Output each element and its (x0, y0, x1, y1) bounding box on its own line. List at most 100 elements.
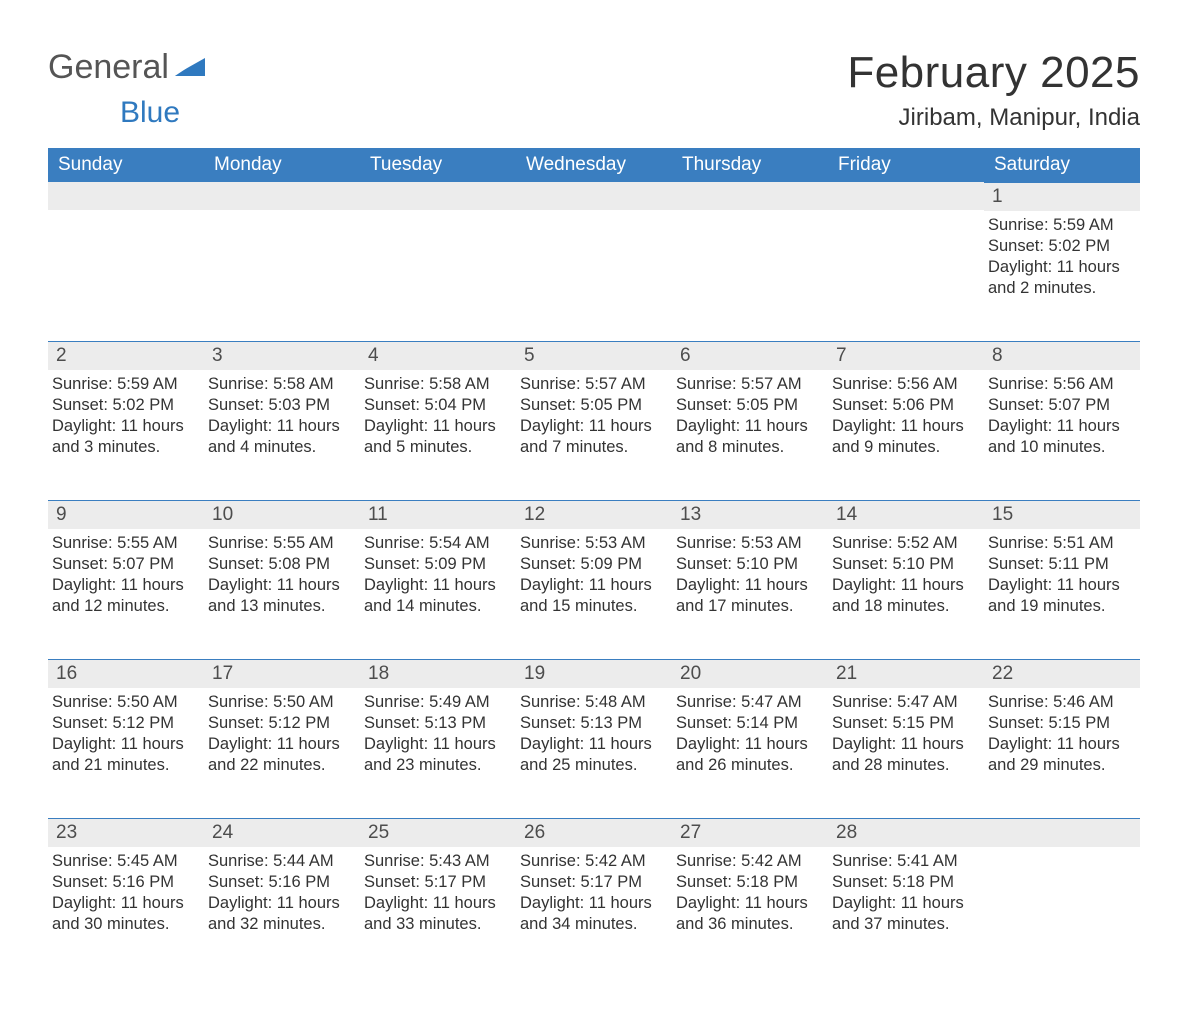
day-12-number: 12 (516, 500, 672, 529)
weekday-sunday: Sunday (48, 148, 204, 182)
day-13-number: 13 (672, 500, 828, 529)
day-19-number-cell: 19 (516, 659, 672, 688)
day-24-number-cell: 24 (204, 818, 360, 847)
day-blank-detail (828, 211, 984, 341)
day-10-number: 10 (204, 500, 360, 529)
day-blank (984, 818, 1140, 847)
day-2-cell: Sunrise: 5:59 AMSunset: 5:02 PMDaylight:… (48, 370, 204, 500)
day-20-details: Sunrise: 5:47 AMSunset: 5:14 PMDaylight:… (676, 688, 820, 776)
day-23-number: 23 (48, 818, 204, 847)
day-11-cell: Sunrise: 5:54 AMSunset: 5:09 PMDaylight:… (360, 529, 516, 659)
day-blank (672, 182, 828, 210)
day-20-number: 20 (672, 659, 828, 688)
day-25-details: Sunrise: 5:43 AMSunset: 5:17 PMDaylight:… (364, 847, 508, 935)
day-27-details: Sunrise: 5:42 AMSunset: 5:18 PMDaylight:… (676, 847, 820, 935)
day-3-number: 3 (204, 341, 360, 370)
weekday-friday: Friday (828, 148, 984, 182)
day-4-cell: Sunrise: 5:58 AMSunset: 5:04 PMDaylight:… (360, 370, 516, 500)
day-7-number-cell: 7 (828, 341, 984, 370)
day-7-details: Sunrise: 5:56 AMSunset: 5:06 PMDaylight:… (832, 370, 976, 458)
day-22-cell: Sunrise: 5:46 AMSunset: 5:15 PMDaylight:… (984, 688, 1140, 818)
day-28-cell: Sunrise: 5:41 AMSunset: 5:18 PMDaylight:… (828, 847, 984, 977)
day-9-details: Sunrise: 5:55 AMSunset: 5:07 PMDaylight:… (52, 529, 196, 617)
day-20-number-cell: 20 (672, 659, 828, 688)
day-26-cell: Sunrise: 5:42 AMSunset: 5:17 PMDaylight:… (516, 847, 672, 977)
week-2-detail-row: Sunrise: 5:59 AMSunset: 5:02 PMDaylight:… (48, 370, 1140, 500)
day-6-number-cell: 6 (672, 341, 828, 370)
day-22-number: 22 (984, 659, 1140, 688)
day-15-cell: Sunrise: 5:51 AMSunset: 5:11 PMDaylight:… (984, 529, 1140, 659)
day-blank (360, 182, 516, 210)
day-27-number-cell: 27 (672, 818, 828, 847)
brand-flag-icon (169, 48, 207, 87)
day-7-cell: Sunrise: 5:56 AMSunset: 5:06 PMDaylight:… (828, 370, 984, 500)
day-22-details: Sunrise: 5:46 AMSunset: 5:15 PMDaylight:… (988, 688, 1132, 776)
weekday-wednesday: Wednesday (516, 148, 672, 182)
day-9-number: 9 (48, 500, 204, 529)
day-9-cell: Sunrise: 5:55 AMSunset: 5:07 PMDaylight:… (48, 529, 204, 659)
day-25-number: 25 (360, 818, 516, 847)
calendar-body: 1 Sunrise: 5:59 AMSunset: 5:02 PMDaylight… (48, 182, 1140, 977)
day-14-number-cell: 14 (828, 500, 984, 529)
day-15-number-cell: 15 (984, 500, 1140, 529)
day-6-details: Sunrise: 5:57 AMSunset: 5:05 PMDaylight:… (676, 370, 820, 458)
day-8-number-cell: 8 (984, 341, 1140, 370)
day-blank-detail (204, 211, 360, 341)
day-12-details: Sunrise: 5:53 AMSunset: 5:09 PMDaylight:… (520, 529, 664, 617)
weekday-header-row: SundayMondayTuesdayWednesdayThursdayFrid… (48, 148, 1140, 182)
week-5-daynum-row: 232425262728 (48, 818, 1140, 847)
day-18-details: Sunrise: 5:49 AMSunset: 5:13 PMDaylight:… (364, 688, 508, 776)
day-16-details: Sunrise: 5:50 AMSunset: 5:12 PMDaylight:… (52, 688, 196, 776)
week-4-detail-row: Sunrise: 5:50 AMSunset: 5:12 PMDaylight:… (48, 688, 1140, 818)
day-24-number: 24 (204, 818, 360, 847)
day-5-number: 5 (516, 341, 672, 370)
day-blank-cell (672, 182, 828, 211)
brand-logo: General (48, 48, 207, 87)
week-4-daynum-row: 16171819202122 (48, 659, 1140, 688)
day-blank-detail (672, 211, 828, 341)
day-10-cell: Sunrise: 5:55 AMSunset: 5:08 PMDaylight:… (204, 529, 360, 659)
day-5-cell: Sunrise: 5:57 AMSunset: 5:05 PMDaylight:… (516, 370, 672, 500)
day-17-cell: Sunrise: 5:50 AMSunset: 5:12 PMDaylight:… (204, 688, 360, 818)
weekday-monday: Monday (204, 148, 360, 182)
day-26-details: Sunrise: 5:42 AMSunset: 5:17 PMDaylight:… (520, 847, 664, 935)
day-blank-detail (516, 211, 672, 341)
location: Jiribam, Manipur, India (847, 104, 1140, 132)
day-1-number: 1 (984, 182, 1140, 211)
day-blank-cell (516, 182, 672, 211)
day-25-cell: Sunrise: 5:43 AMSunset: 5:17 PMDaylight:… (360, 847, 516, 977)
day-16-number: 16 (48, 659, 204, 688)
day-26-number: 26 (516, 818, 672, 847)
week-3-detail-row: Sunrise: 5:55 AMSunset: 5:07 PMDaylight:… (48, 529, 1140, 659)
title-block: February 2025 Jiribam, Manipur, India (847, 48, 1140, 132)
day-11-number: 11 (360, 500, 516, 529)
day-blank (516, 182, 672, 210)
day-21-details: Sunrise: 5:47 AMSunset: 5:15 PMDaylight:… (832, 688, 976, 776)
day-11-details: Sunrise: 5:54 AMSunset: 5:09 PMDaylight:… (364, 529, 508, 617)
day-17-number-cell: 17 (204, 659, 360, 688)
day-2-number: 2 (48, 341, 204, 370)
day-12-cell: Sunrise: 5:53 AMSunset: 5:09 PMDaylight:… (516, 529, 672, 659)
day-23-details: Sunrise: 5:45 AMSunset: 5:16 PMDaylight:… (52, 847, 196, 935)
day-blank (48, 182, 204, 210)
day-8-details: Sunrise: 5:56 AMSunset: 5:07 PMDaylight:… (988, 370, 1132, 458)
month-title: February 2025 (847, 48, 1140, 98)
day-24-details: Sunrise: 5:44 AMSunset: 5:16 PMDaylight:… (208, 847, 352, 935)
day-23-number-cell: 23 (48, 818, 204, 847)
day-blank-cell (360, 182, 516, 211)
day-blank-cell (48, 182, 204, 211)
day-blank-cell (984, 818, 1140, 847)
day-14-cell: Sunrise: 5:52 AMSunset: 5:10 PMDaylight:… (828, 529, 984, 659)
day-2-details: Sunrise: 5:59 AMSunset: 5:02 PMDaylight:… (52, 370, 196, 458)
day-28-number-cell: 28 (828, 818, 984, 847)
day-8-number: 8 (984, 341, 1140, 370)
day-28-number: 28 (828, 818, 984, 847)
day-15-number: 15 (984, 500, 1140, 529)
day-9-number-cell: 9 (48, 500, 204, 529)
day-16-number-cell: 16 (48, 659, 204, 688)
day-blank-detail (984, 847, 1140, 977)
week-2-daynum-row: 2345678 (48, 341, 1140, 370)
day-4-number-cell: 4 (360, 341, 516, 370)
day-14-details: Sunrise: 5:52 AMSunset: 5:10 PMDaylight:… (832, 529, 976, 617)
day-21-number: 21 (828, 659, 984, 688)
